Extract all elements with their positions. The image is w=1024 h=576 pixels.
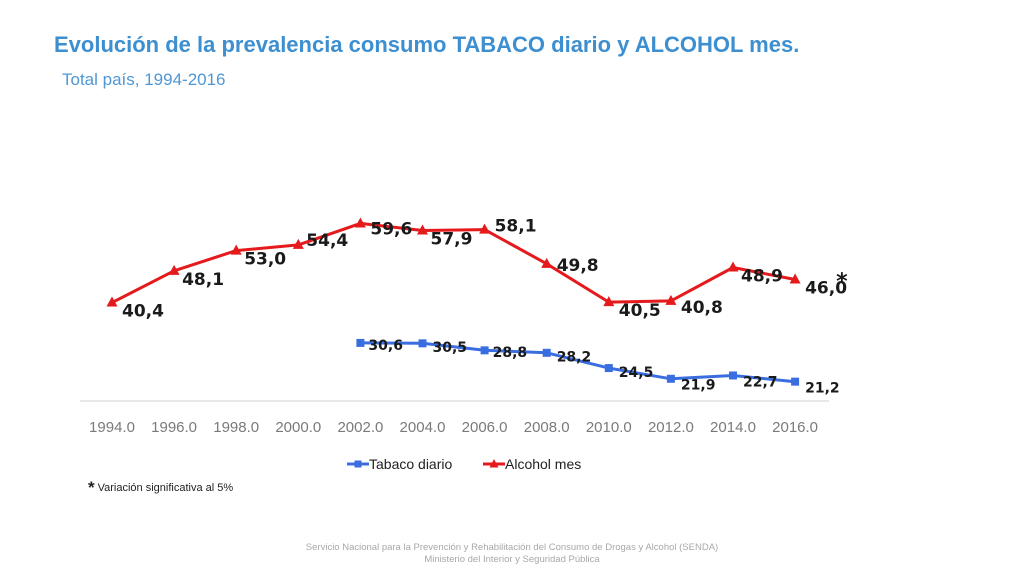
x-tick-label: 2008.0	[524, 419, 570, 436]
data-label: 30,5	[433, 340, 468, 356]
data-point	[356, 338, 365, 347]
legend-marker	[489, 459, 499, 468]
data-label: 48,1	[182, 270, 224, 290]
series-line-tabaco-diario	[360, 341, 796, 384]
x-tick-label: 2012.0	[648, 419, 694, 436]
data-point	[603, 296, 615, 307]
data-label: 28,8	[493, 345, 528, 361]
x-tick-label: 2004.0	[400, 419, 446, 436]
line-chart: 1994.0 1996.0 1998.0 2000.0 2002.0 2004.0 2006…	[80, 217, 848, 472]
data-label: 30,6	[368, 338, 403, 354]
data-point	[417, 224, 428, 235]
data-point	[480, 346, 489, 355]
x-tick-label: 2000.0	[275, 419, 321, 436]
significance-asterisk: *	[836, 269, 848, 294]
legend-marker	[354, 460, 362, 468]
data-point	[666, 374, 675, 383]
data-point	[729, 371, 737, 380]
chart-subtitle: Total país, 1994-2016	[62, 70, 226, 89]
data-label: 40,5	[619, 301, 661, 321]
x-tick-label: 2014.0	[710, 419, 756, 436]
x-tick-label: 2016.0	[772, 419, 818, 436]
data-point	[479, 223, 491, 234]
data-point	[665, 294, 677, 305]
x-tick-label: 1994.0	[89, 419, 135, 436]
x-tick-label: 2010.0	[586, 419, 632, 436]
footer-line-2: Ministerio del Interior y Seguridad Públ…	[424, 554, 600, 565]
x-tick-label: 2006.0	[462, 419, 508, 436]
significance-note: * Variación significativa al 5%	[88, 478, 233, 498]
x-tick-label: 2002.0	[337, 419, 383, 436]
data-point	[292, 238, 304, 249]
data-label: 49,8	[557, 256, 599, 276]
data-point	[791, 377, 800, 386]
data-point	[354, 217, 366, 228]
data-label: 54,4	[306, 231, 348, 251]
data-point	[230, 244, 242, 255]
data-label: 46,0	[805, 278, 847, 298]
data-label: 22,7	[743, 374, 778, 390]
data-label: 48,9	[741, 266, 783, 286]
data-point	[541, 257, 553, 268]
data-point	[727, 261, 739, 272]
x-tick-label: 1996.0	[151, 419, 197, 436]
data-point	[789, 273, 801, 284]
data-label: 40,4	[122, 302, 164, 322]
x-tick-label: 1998.0	[213, 419, 259, 436]
data-label: 24,5	[619, 365, 654, 381]
data-point	[106, 296, 118, 307]
footer: Servicio Nacional para la Prevención y R…	[0, 542, 1024, 566]
data-label: 59,6	[370, 219, 412, 239]
chart-title: Evolución de la prevalencia consumo TABA…	[54, 32, 800, 57]
note-asterisk: *	[88, 478, 95, 497]
data-label: 21,2	[805, 381, 840, 397]
data-point	[418, 339, 427, 348]
data-point	[542, 348, 551, 357]
data-label: 58,1	[495, 217, 537, 237]
data-label: 53,0	[244, 250, 286, 270]
data-label: 57,9	[431, 229, 473, 249]
data-label: 21,9	[681, 378, 716, 394]
data-label: 40,8	[681, 298, 723, 318]
legend-item-tabaco-diario: Tabaco diario	[369, 456, 452, 472]
data-point	[604, 364, 613, 373]
data-label: 28,2	[557, 350, 592, 366]
note-text: Variación significativa al 5%	[97, 482, 234, 494]
footer-line-1: Servicio Nacional para la Prevención y R…	[305, 542, 719, 553]
legend-item-alcohol-mes: Alcohol mes	[505, 456, 581, 472]
data-point	[168, 264, 180, 275]
series-line-alcohol-mes	[111, 221, 796, 304]
